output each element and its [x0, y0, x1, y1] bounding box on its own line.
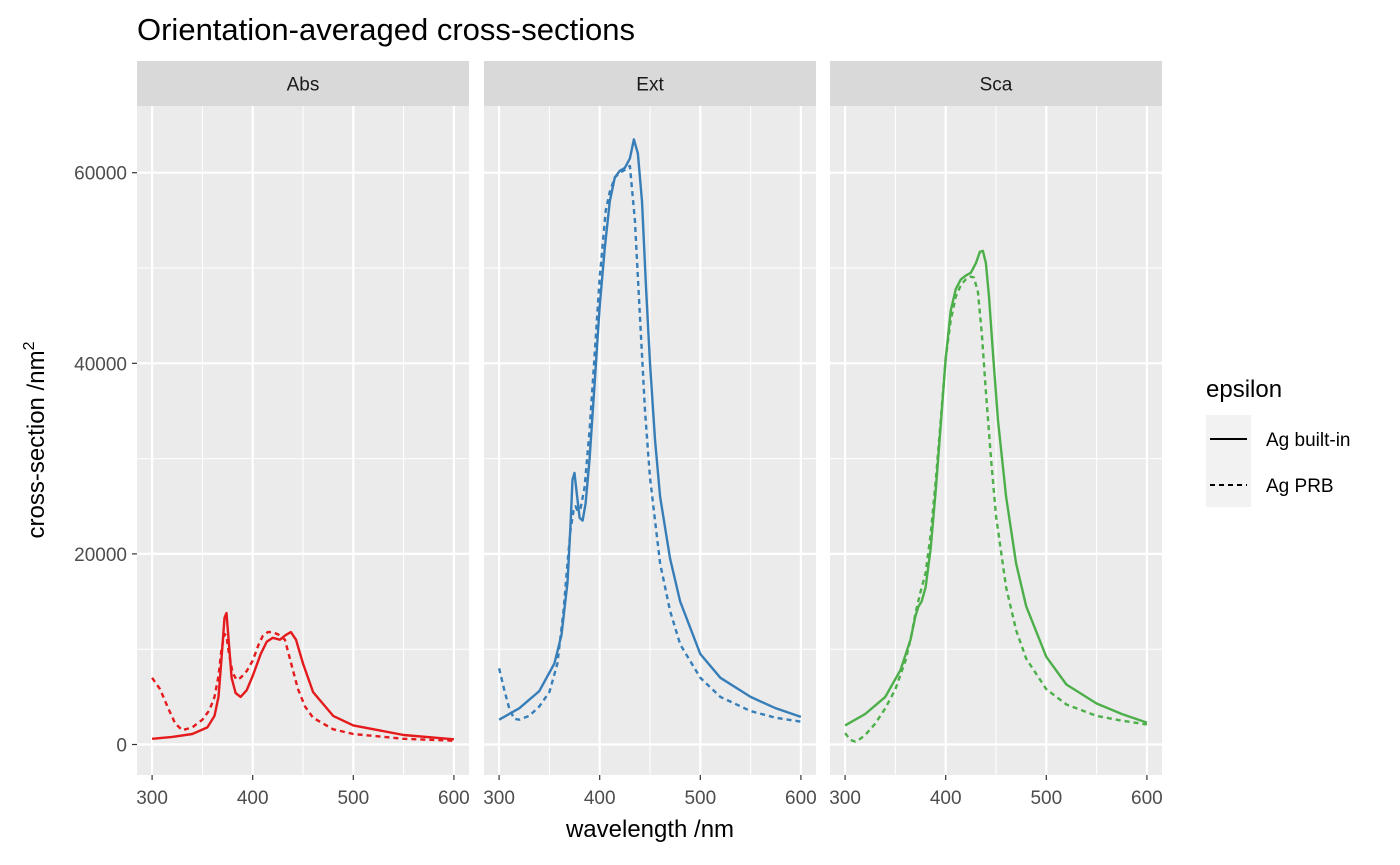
legend-label-ag-built-in: Ag built-in	[1266, 430, 1351, 451]
x-tick-label: 600	[438, 788, 470, 809]
chart-title: Orientation-averaged cross-sections	[137, 12, 635, 47]
series-line-ag-built-in	[151, 611, 455, 741]
x-tick-label: 500	[337, 788, 369, 809]
facet-strip	[484, 61, 816, 106]
series-line-ag-prb	[151, 630, 454, 742]
legend-label-ag-prb: Ag PRB	[1266, 476, 1334, 497]
y-tick-label: 40000	[74, 354, 127, 375]
legend-title: epsilon	[1206, 376, 1282, 403]
facet-panel-abs: Abs 300 400 500 600	[136, 61, 470, 809]
legend-key-background	[1206, 415, 1251, 507]
x-tick-label: 300	[136, 788, 168, 809]
legend: epsilon Ag built-in Ag PRB	[1206, 376, 1351, 507]
x-tick-label: 500	[1030, 788, 1062, 809]
y-tick-label: 0	[116, 736, 127, 757]
series-line-ag-prb	[844, 275, 1148, 743]
series-line-ag-built-in	[498, 138, 802, 721]
facet-panel-ext: Ext 300 400 500 600	[483, 61, 817, 809]
facet-strip-label: Abs	[287, 75, 320, 96]
x-tick-label: 300	[829, 788, 861, 809]
y-tick-label: 20000	[74, 545, 127, 566]
facet-strip-label: Ext	[636, 75, 664, 96]
facet-strip	[830, 61, 1162, 106]
facet-strip-label: Sca	[980, 75, 1013, 96]
x-tick-label: 400	[930, 788, 962, 809]
x-tick-label: 400	[584, 788, 616, 809]
x-tick-label: 300	[483, 788, 515, 809]
y-axis-title-superscript: 2	[21, 341, 38, 350]
y-tick-label: 60000	[74, 164, 127, 185]
facet-strip	[137, 61, 469, 106]
series-line-ag-prb	[497, 164, 802, 723]
series-line-ag-built-in	[844, 249, 1148, 727]
x-tick-label: 500	[684, 788, 716, 809]
x-axis-title: wavelength /nm	[565, 816, 734, 843]
y-axis-title-text: cross-section /nm	[23, 350, 50, 538]
facet-panels: 0 20000 40000 60000 Abs 300 400 500 600 Ext 300 400…	[74, 61, 1163, 809]
x-tick-label: 600	[785, 788, 817, 809]
x-tick-label: 400	[237, 788, 269, 809]
x-tick-label: 600	[1131, 788, 1163, 809]
facet-panel-sca: Sca 300 400 500 600	[829, 61, 1163, 809]
y-axis-title: cross-section /nm2	[21, 341, 50, 538]
